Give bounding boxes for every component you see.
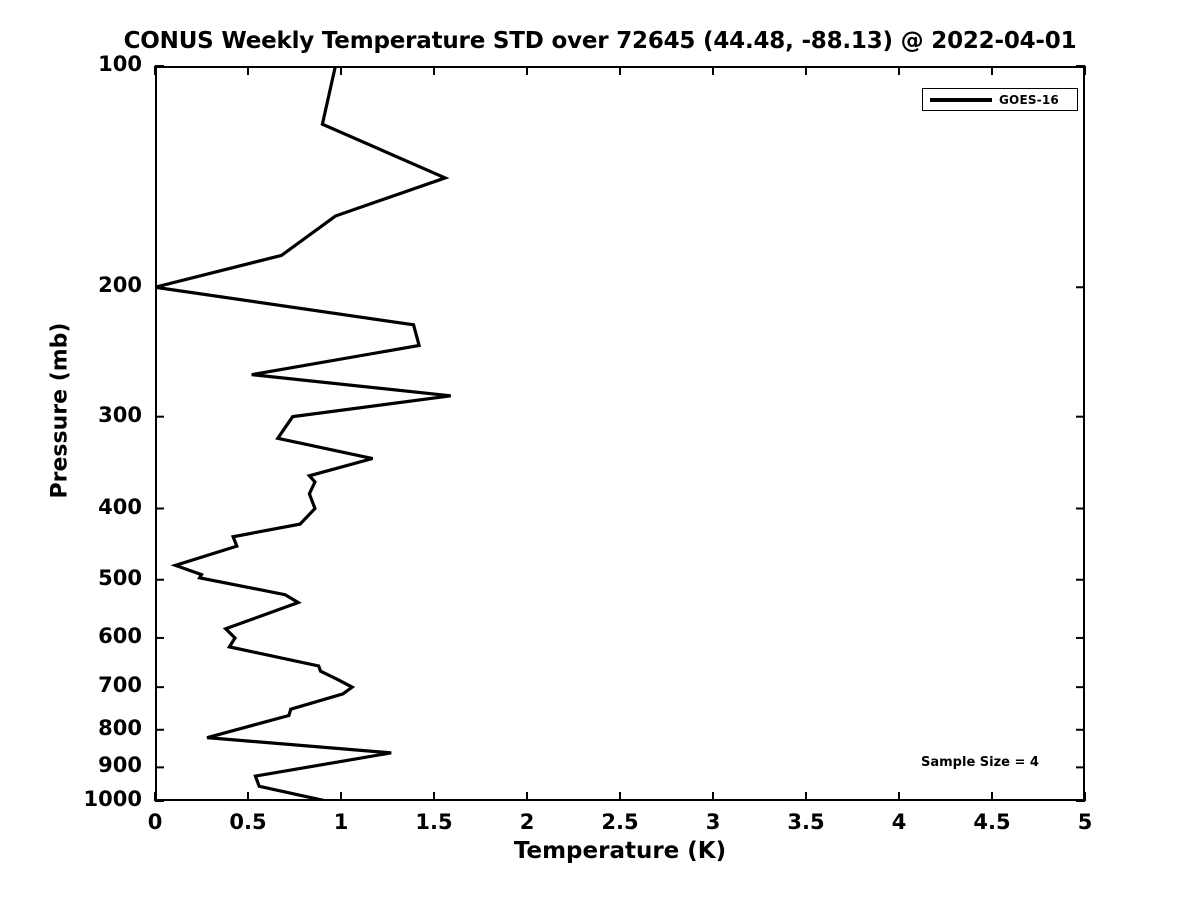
series-lines xyxy=(155,66,451,801)
y-tick-label: 100 xyxy=(98,52,142,76)
sample-size-annotation: Sample Size = 4 xyxy=(921,755,1039,770)
y-tick-label: 600 xyxy=(98,623,142,648)
y-tick-label: 300 xyxy=(98,402,142,427)
series-line-goes-16 xyxy=(155,66,451,801)
y-tick-label: 700 xyxy=(98,673,142,698)
legend-line-swatch-goes-16 xyxy=(930,97,992,102)
x-tick-label: 3.5 xyxy=(787,810,825,834)
chart-title: CONUS Weekly Temperature STD over 72645 … xyxy=(123,28,1077,54)
x-tick-label: 3 xyxy=(705,810,721,834)
x-tick-label: 1 xyxy=(333,810,349,834)
y-tick-label: 800 xyxy=(98,715,142,740)
y-tick-label: 900 xyxy=(98,753,142,778)
x-tick-label: 2 xyxy=(519,810,535,834)
axis-ticks xyxy=(154,65,1086,802)
legend-label-goes-16: GOES-16 xyxy=(999,92,1059,107)
x-tick-label: 0 xyxy=(147,810,163,834)
y-tick-label: 500 xyxy=(98,565,142,590)
y-tick-label: 200 xyxy=(98,273,142,298)
x-tick-label: 4 xyxy=(891,810,907,834)
legend: GOES-16 xyxy=(922,88,1078,111)
x-tick-label: 4.5 xyxy=(973,810,1011,834)
x-tick-label: 5 xyxy=(1077,810,1093,834)
y-tick-label: 400 xyxy=(98,494,142,519)
x-tick-label: 2.5 xyxy=(601,810,639,834)
y-axis-label: Pressure (mb) xyxy=(47,322,73,499)
x-tick-label: 0.5 xyxy=(229,810,267,834)
x-axis-label: Temperature (K) xyxy=(513,838,727,864)
x-tick-label: 1.5 xyxy=(415,810,453,834)
y-tick-label: 1000 xyxy=(83,787,142,811)
